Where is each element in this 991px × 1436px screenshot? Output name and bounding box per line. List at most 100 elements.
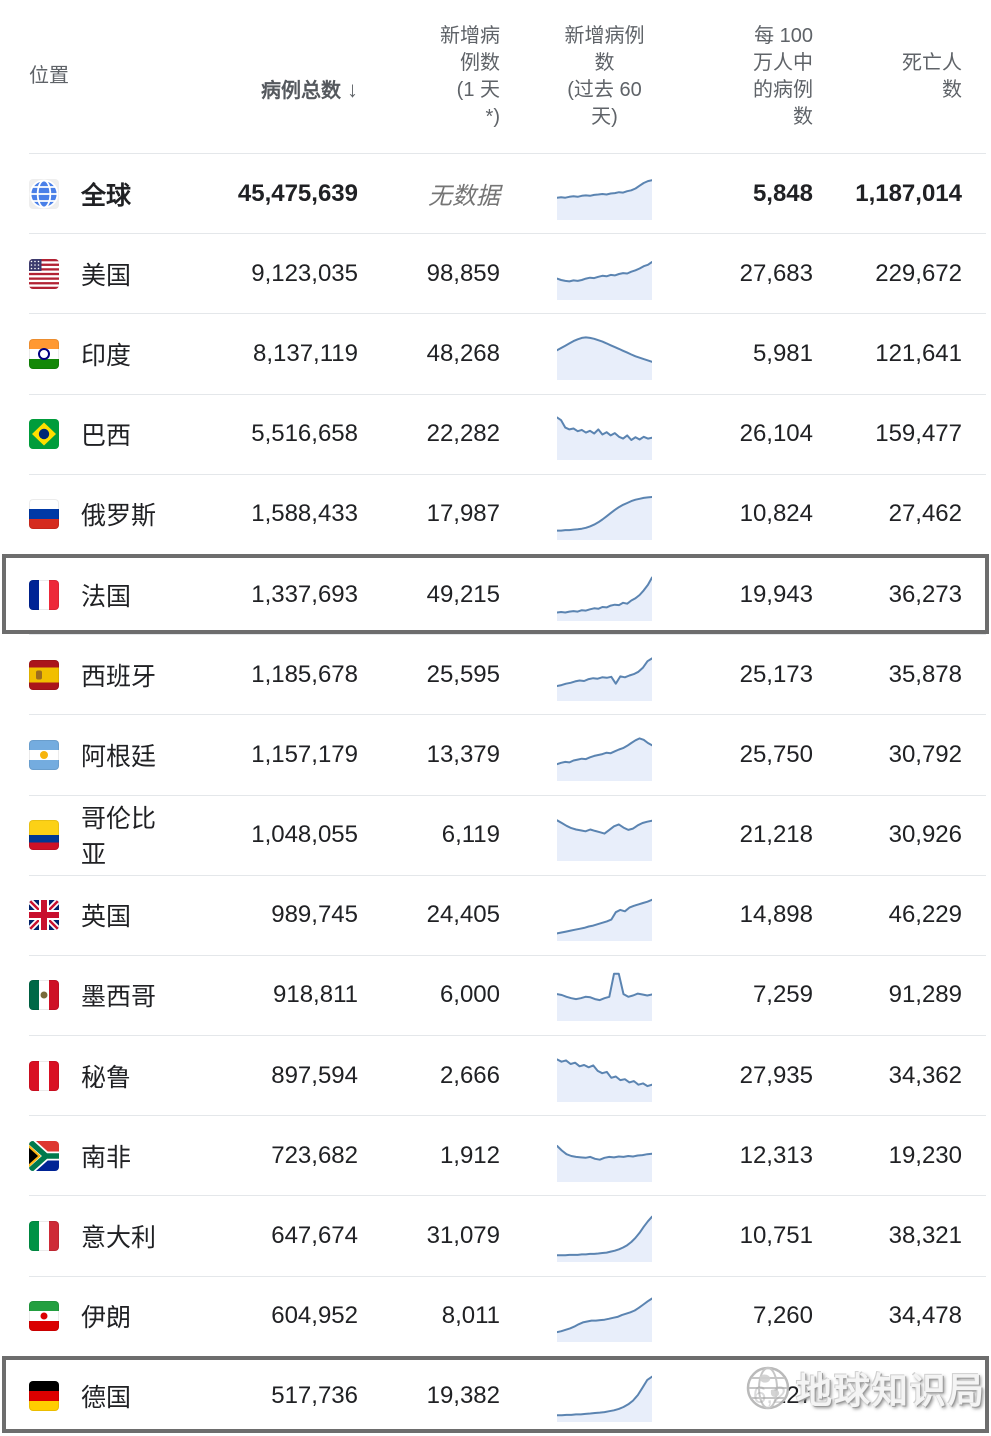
trend-sparkline (557, 408, 652, 461)
flag-emblem (35, 670, 42, 680)
new-cases-cell: 98,859 (426, 259, 500, 287)
table-row[interactable]: 秘鲁 897,594 2,666 27,935 34,362 (29, 1035, 986, 1115)
location-cell: 秘鲁 (29, 1058, 179, 1094)
cases-per-million-cell: 27,683 (739, 259, 813, 287)
country-name: 意大利 (81, 1224, 157, 1253)
table-row[interactable]: 墨西哥 918,811 6,000 7,259 91,289 (29, 954, 986, 1035)
trend-sparkline (557, 248, 652, 300)
new-cases-cell: 无数据 (428, 183, 500, 211)
new-cases-cell: 31,079 (426, 1222, 500, 1250)
total-cases-cell: 9,123,035 (251, 259, 358, 287)
globe-icon (29, 178, 59, 209)
it-flag-icon (29, 1221, 59, 1252)
new-cases-cell: 8,011 (441, 1302, 500, 1330)
location-cell: 墨西哥 (29, 977, 179, 1013)
table-row[interactable]: 俄罗斯 1,588,433 17,987 10,824 27,462 (29, 473, 986, 554)
table-row[interactable]: 巴西 5,516,658 22,282 26,104 159,477 (29, 393, 986, 474)
country-name: 俄罗斯 (81, 502, 157, 531)
country-name: 阿根廷 (81, 742, 157, 771)
table-row[interactable]: 英国 989,745 24,405 14,898 46,229 (29, 874, 986, 955)
deaths-cell: 121,641 (875, 339, 962, 367)
total-cases-header-label: 病例总数 (261, 79, 341, 102)
new-cases-cell: 22,282 (426, 420, 500, 448)
de-flag-icon (29, 1381, 59, 1412)
total-cases-cell: 647,674 (271, 1222, 358, 1250)
column-header-cases-per-million[interactable]: 每 100 万人中 的病例 数 (753, 24, 813, 128)
trend-sparkline (557, 1050, 652, 1102)
table-row[interactable]: 美国 9,123,035 98,859 27,683 229,672 (29, 233, 986, 313)
cases-per-million-cell: 27,935 (739, 1061, 813, 1089)
new-cases-cell: 48,268 (426, 339, 500, 367)
deaths-cell: 159,477 (875, 420, 962, 448)
watermark-text: 地球知识局 (795, 1370, 986, 1411)
new-cases-cell: 6,119 (441, 821, 500, 849)
column-header-new-cases-1day[interactable]: 新增病 例数 (1 天 *) (440, 24, 500, 128)
deaths-cell: 38,321 (888, 1222, 962, 1250)
sort-descending-icon: ↓ (347, 76, 358, 102)
new-cases-cell: 2,666 (439, 1061, 500, 1089)
country-name: 英国 (81, 903, 132, 932)
co-flag-icon (29, 820, 59, 851)
location-cell: 巴西 (29, 416, 179, 452)
total-cases-cell: 8,137,119 (253, 339, 358, 367)
br-flag-icon (29, 419, 59, 450)
new-cases-cell: 49,215 (426, 580, 500, 608)
new-cases-cell: 1,912 (439, 1141, 500, 1169)
location-cell: 印度 (29, 336, 179, 372)
ru-flag-icon (29, 499, 59, 530)
location-cell: 哥伦比亚 (29, 799, 179, 871)
za-flag-icon (29, 1140, 59, 1171)
country-name: 秘鲁 (81, 1063, 132, 1092)
cases-per-million-cell: 5,848 (752, 179, 813, 207)
deaths-cell: 30,792 (888, 740, 962, 768)
table-row[interactable]: 西班牙 1,185,678 25,595 25,173 35,878 (29, 634, 986, 714)
deaths-cell: 46,229 (888, 901, 962, 929)
column-header-location[interactable]: 位置 (29, 65, 69, 87)
cases-per-million-cell: 7,260 (752, 1302, 813, 1330)
location-cell: 西班牙 (29, 657, 179, 693)
table-row[interactable]: 伊朗 604,952 8,011 7,260 34,478 (29, 1275, 986, 1356)
country-name: 西班牙 (81, 662, 157, 691)
table-row[interactable]: 哥伦比亚 1,048,055 6,119 21,218 30,926 (29, 794, 986, 875)
mx-flag-icon (29, 980, 59, 1011)
trend-sparkline (557, 168, 652, 220)
new-cases-cell: 17,987 (426, 500, 500, 528)
flag-emblem (38, 347, 50, 360)
cases-per-million-cell: 12,313 (739, 1141, 813, 1169)
location-cell: 俄罗斯 (29, 496, 179, 532)
fr-flag-icon (29, 579, 59, 610)
table-row[interactable]: 阿根廷 1,157,179 13,379 25,750 30,792 (29, 714, 986, 794)
total-cases-cell: 918,811 (273, 981, 358, 1009)
es-flag-icon (29, 659, 59, 690)
ir-flag-icon (29, 1301, 59, 1332)
table-row[interactable]: 全球 45,475,639 无数据 5,848 1,187,014 (29, 153, 986, 233)
new-cases-cell: 6,000 (439, 981, 500, 1009)
table-row[interactable]: 印度 8,137,119 48,268 5,981 121,641 (29, 313, 986, 393)
watermark-globe-icon (746, 1366, 790, 1410)
deaths-cell: 1,187,014 (855, 179, 962, 207)
deaths-cell: 30,926 (888, 821, 962, 849)
total-cases-cell: 897,594 (271, 1061, 358, 1089)
total-cases-cell: 45,475,639 (237, 179, 358, 207)
total-cases-cell: 604,952 (271, 1302, 358, 1330)
location-cell: 阿根廷 (29, 737, 179, 773)
country-name: 南非 (81, 1143, 132, 1172)
table-row[interactable]: 南非 723,682 1,912 12,313 19,230 (29, 1115, 986, 1195)
trend-sparkline (557, 328, 652, 380)
location-cell: 德国 (29, 1378, 179, 1414)
column-header-deaths[interactable]: 死亡人 数 (902, 51, 962, 101)
location-cell: 全球 (29, 176, 179, 212)
location-cell: 法国 (29, 577, 179, 613)
table-row[interactable]: 法国 1,337,693 49,215 19,943 36,273 (2, 553, 989, 635)
column-header-total-cases[interactable]: 病例总数 ↓ (179, 49, 358, 105)
pe-flag-icon (29, 1060, 59, 1091)
cases-per-million-cell: 19,943 (739, 580, 813, 608)
country-name: 美国 (81, 261, 132, 290)
total-cases-cell: 1,048,055 (251, 821, 358, 849)
deaths-cell: 229,672 (875, 259, 962, 287)
flag-emblem (40, 1312, 48, 1320)
location-cell: 伊朗 (29, 1298, 179, 1334)
table-row[interactable]: 意大利 647,674 31,079 10,751 38,321 (29, 1195, 986, 1275)
column-header-new-cases-60days[interactable]: 新增病例数 (过去 60 天) (564, 24, 645, 128)
